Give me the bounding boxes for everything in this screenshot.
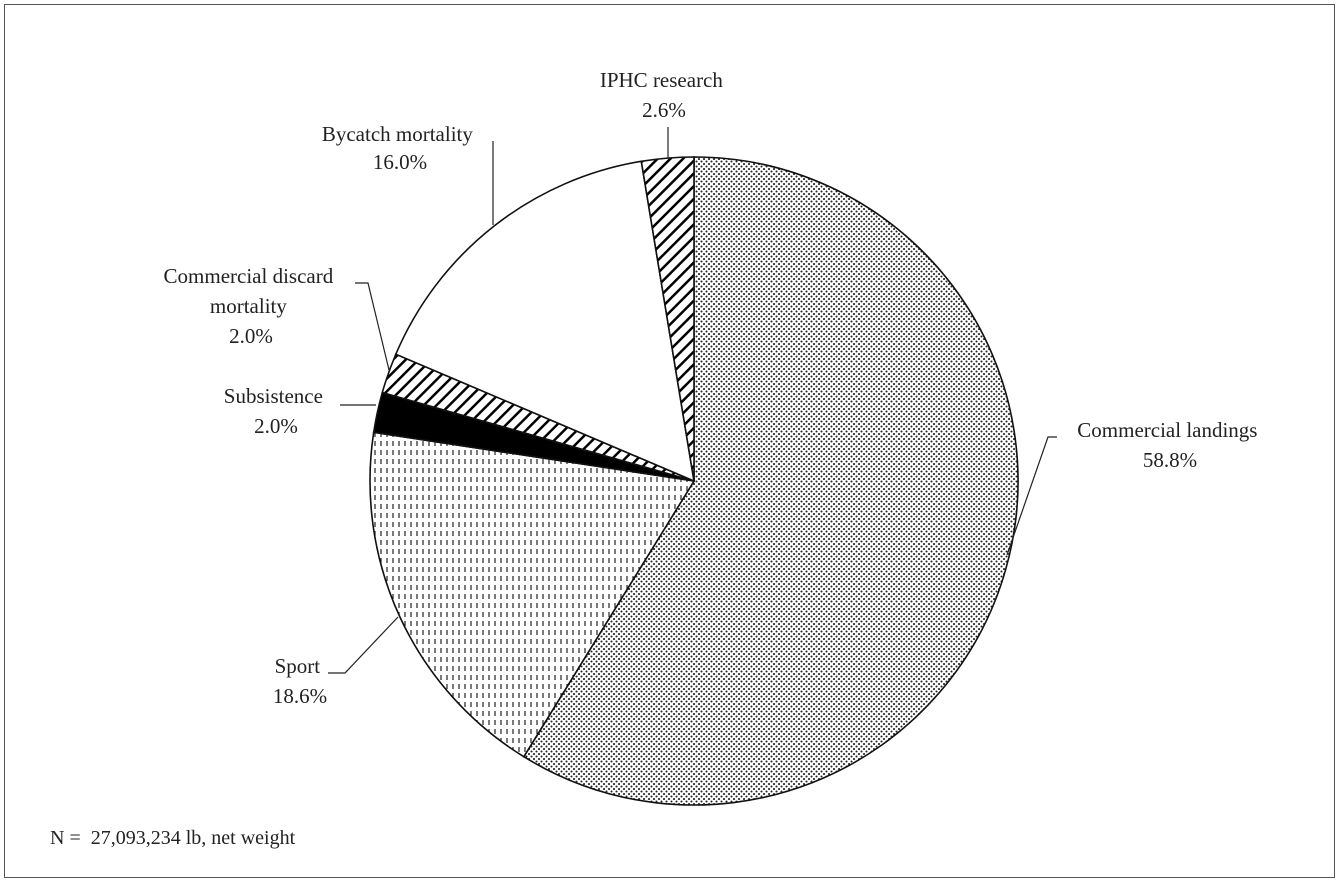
leader-commercial-discard bbox=[355, 282, 390, 371]
label-commercial-discard: Commercial discard mortality 2.0% bbox=[164, 264, 339, 348]
label-subsistence: Subsistence 2.0% bbox=[224, 384, 328, 438]
label-commercial-landings: Commercial landings 58.8% bbox=[1077, 418, 1262, 472]
label-bycatch: Bycatch mortality 16.0% bbox=[322, 122, 478, 174]
leader-commercial-landings bbox=[1006, 436, 1057, 556]
pie-slice-bycatch-mortality bbox=[394, 160, 696, 483]
label-sport: Sport 18.6% bbox=[273, 654, 327, 708]
footnote-total: N = 27,093,234 lb, net weight bbox=[50, 827, 296, 849]
pie-slice-sport bbox=[369, 431, 696, 758]
leader-sport bbox=[328, 616, 399, 674]
pie-slice-iphc-research bbox=[640, 156, 695, 482]
pie-slices bbox=[369, 156, 1019, 806]
pie-slice-commercial-landings bbox=[522, 156, 1019, 806]
label-leaders bbox=[328, 127, 1057, 674]
slice-labels: Commercial landings 58.8% Sport 18.6% Su… bbox=[164, 68, 1262, 708]
label-iphc-research: IPHC research 2.6% bbox=[600, 68, 728, 122]
